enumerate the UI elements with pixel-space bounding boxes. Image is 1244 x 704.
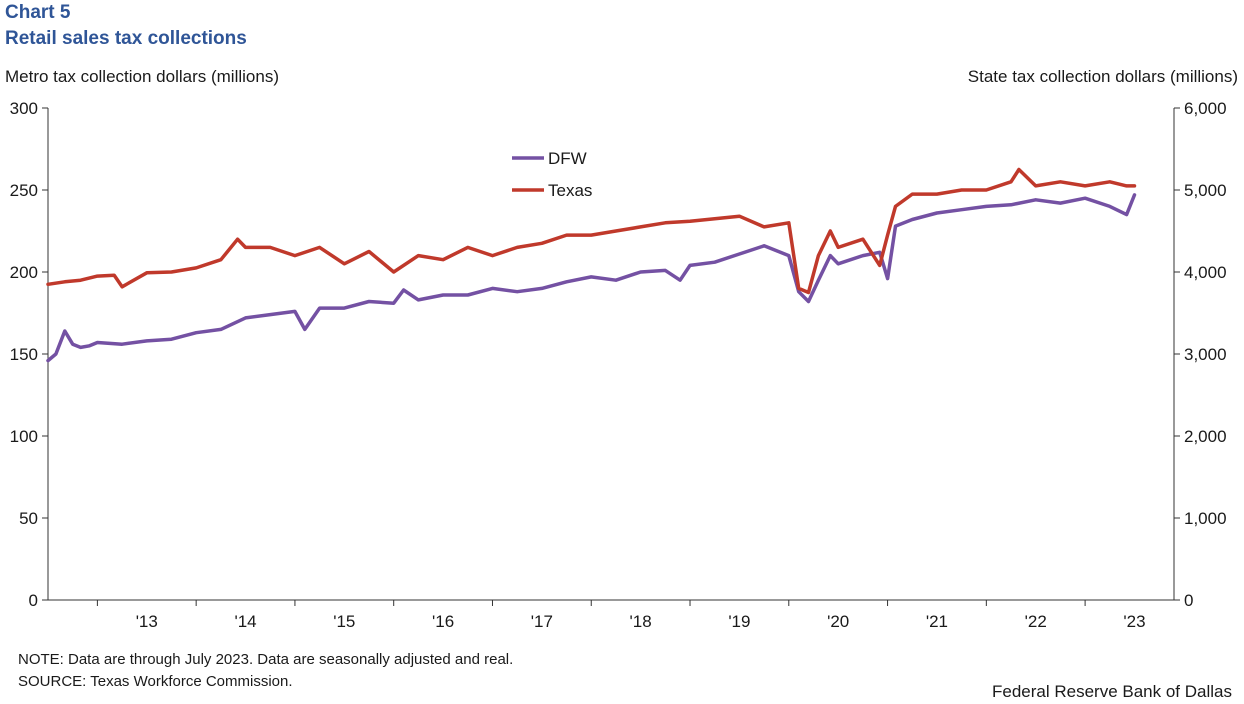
x-tick-label: '15 [333,612,355,631]
x-tick-label: '16 [432,612,454,631]
series-lines [46,167,1137,363]
chart-number: Chart 5 [5,2,71,23]
x-tick-label: '20 [827,612,849,631]
x-tick-label: '22 [1025,612,1047,631]
left-y-tick-label: 200 [10,263,38,282]
x-tick-label: '13 [136,612,158,631]
left-axis-label: Metro tax collection dollars (millions) [5,67,279,86]
right-y-tick-label: 2,000 [1184,427,1227,446]
right-y-tick-label: 1,000 [1184,509,1227,528]
legend: DFW Texas [512,149,592,200]
left-y-tick-label: 50 [19,509,38,528]
right-y-tick-label: 3,000 [1184,345,1227,364]
chart-source: SOURCE: Texas Workforce Commission. [18,673,293,690]
chart-note: NOTE: Data are through July 2023. Data a… [18,651,514,668]
left-y-tick-label: 0 [29,591,38,610]
left-y-tick-label: 100 [10,427,38,446]
x-tick-label: '17 [531,612,553,631]
series-line-dfw [46,193,1137,363]
x-tick-label: '18 [630,612,652,631]
x-tick-label: '21 [926,612,948,631]
right-y-tick-label: 5,000 [1184,181,1227,200]
left-y-tick-label: 300 [10,99,38,118]
right-y-tick-label: 6,000 [1184,99,1227,118]
legend-label-dfw: DFW [548,149,587,168]
x-tick-label: '23 [1123,612,1145,631]
x-tick-label: '14 [234,612,256,631]
left-y-tick-label: 250 [10,181,38,200]
right-y-tick-label: 0 [1184,591,1193,610]
series-line-texas [46,167,1137,295]
legend-label-texas: Texas [548,181,592,200]
tick-labels: 0 50 100 150 200 250 300 0 1,000 2,000 3,000 4,000 5… [10,99,1227,631]
axes [42,107,1180,606]
right-y-tick-label: 4,000 [1184,263,1227,282]
x-tick-label: '19 [728,612,750,631]
publisher-credit: Federal Reserve Bank of Dallas [991,682,1232,701]
chart-title: Retail sales tax collections [5,28,247,49]
left-y-tick-label: 150 [10,345,38,364]
right-axis-label: State tax collection dollars (millions) [967,67,1238,86]
